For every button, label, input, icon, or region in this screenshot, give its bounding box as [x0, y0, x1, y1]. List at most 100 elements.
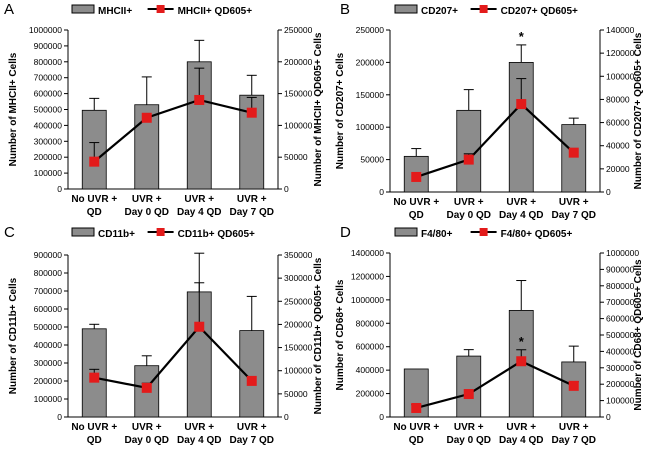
x-tick-label: Day 4 QD	[499, 210, 543, 221]
y-axis-title-left: Number of CD207+ Cells	[335, 52, 346, 169]
line-point	[411, 402, 422, 413]
x-tick-label: QD	[409, 210, 424, 221]
y-tick-label-right: 100000	[284, 366, 313, 376]
y-tick-label-right: 20000	[606, 164, 630, 174]
y-tick-label-left: 900000	[34, 41, 63, 51]
y-tick-label-right: 100000	[606, 71, 635, 81]
x-tick-label: No UVR +	[71, 194, 117, 205]
y-tick-label-left: 200000	[34, 376, 63, 386]
y-tick-label-right: 200000	[284, 319, 313, 329]
x-tick-label: UVR +	[184, 422, 214, 433]
y-tick-label-right: 60000	[606, 118, 630, 128]
chart-panel-d: D F4/80+ F4/80+ QD605+ 0 200000 400000 600000 8…	[335, 224, 644, 446]
y-tick-label-left: 200000	[34, 152, 63, 162]
y-tick-label-right: 700000	[606, 297, 635, 307]
legend-marker-swatch	[479, 228, 488, 236]
chart-panel-a: A MHCII+ MHCII+ QD605+ 0 100000 200000 300000 4…	[4, 1, 324, 218]
y-tick-label-left: 250000	[356, 25, 385, 35]
y-tick-label-right: 300000	[606, 363, 635, 373]
y-tick-label-left: 300000	[34, 358, 63, 368]
y-tick-label-right: 600000	[606, 314, 635, 324]
x-tick-label: UVR +	[506, 422, 536, 433]
y-tick-label-left: 150000	[356, 90, 385, 100]
y-tick-label-right: 400000	[606, 346, 635, 356]
series-line	[415, 359, 575, 410]
legend-marker-swatch	[156, 5, 165, 13]
y-tick-label-right: 80000	[606, 94, 630, 104]
x-tick-label: UVR +	[559, 422, 589, 433]
y-axis-title-right: Number of MHCII+ QD605+ Cells	[313, 32, 324, 186]
line-point	[516, 356, 527, 367]
line-point	[141, 382, 152, 393]
legend-bar-label: F4/80+	[421, 229, 453, 240]
series-line	[93, 98, 253, 163]
line-point	[463, 154, 474, 165]
y-tick-label-left: 900000	[34, 250, 63, 260]
legend-bar-label: CD207+	[421, 6, 458, 17]
y-tick-label-left: 800000	[34, 268, 63, 278]
y-tick-label-right: 200000	[284, 57, 313, 67]
y-tick-label-left: 100000	[356, 122, 385, 132]
y-tick-label-right: 150000	[284, 343, 313, 353]
line-point	[411, 171, 422, 182]
legend-line-label: F4/80+ QD605+	[501, 229, 573, 240]
y-tick-label-left: 0	[379, 412, 384, 422]
y-tick-label-right: 140000	[606, 25, 635, 35]
y-tick-label-right: 40000	[606, 141, 630, 151]
legend-bar-label: MHCII+	[98, 6, 132, 17]
y-tick-label-left: 0	[379, 187, 384, 197]
y-axis-title-right: Number of CD68+ QD605+ Cells	[633, 259, 644, 411]
line-point	[89, 156, 100, 167]
y-tick-label-left: 1000000	[351, 295, 384, 305]
legend-line-label: CD207+ QD605+	[501, 6, 578, 17]
x-tick-label: UVR +	[184, 194, 214, 205]
y-tick-label-left: 700000	[34, 286, 63, 296]
x-tick-label: UVR +	[454, 197, 484, 208]
x-tick-label: UVR +	[506, 197, 536, 208]
y-tick-label-right: 250000	[284, 296, 313, 306]
y-tick-label-right: 0	[606, 187, 611, 197]
series-line	[94, 325, 253, 390]
chart-panel-c: C CD11b+ CD11b+ QD605+ 0 100000 200000 300000 4…	[4, 224, 324, 446]
x-tick-label: QD	[87, 435, 102, 446]
line-point	[568, 380, 579, 391]
y-tick-label-left: 0	[57, 412, 62, 422]
x-tick-label: UVR +	[559, 197, 589, 208]
legend-line-label: CD11b+ QD605+	[178, 229, 255, 240]
panel-label: B	[340, 1, 350, 18]
line-point	[194, 94, 205, 105]
x-tick-label: UVR +	[132, 422, 162, 433]
x-tick-label: Day 7 QD	[552, 435, 596, 446]
x-tick-label: No UVR +	[393, 422, 439, 433]
y-tick-label-left: 300000	[34, 136, 63, 146]
x-tick-label: Day 7 QD	[552, 210, 596, 221]
y-tick-label-right: 0	[284, 184, 289, 194]
x-tick-label: Day 0 QD	[125, 435, 169, 446]
x-tick-label: UVR +	[454, 422, 484, 433]
y-tick-label-left: 100000	[34, 168, 63, 178]
y-tick-label-left: 600000	[34, 89, 63, 99]
legend-bar-label: CD11b+	[98, 229, 135, 240]
y-tick-label-right: 800000	[606, 281, 635, 291]
x-tick-label: Day 4 QD	[177, 207, 221, 218]
x-tick-label: UVR +	[132, 194, 162, 205]
y-tick-label-right: 120000	[606, 48, 635, 58]
y-tick-label-left: 500000	[34, 105, 63, 115]
y-tick-label-left: 500000	[34, 322, 63, 332]
line-point	[568, 147, 579, 158]
y-tick-label-left: 700000	[34, 73, 63, 83]
y-tick-label-right: 0	[606, 412, 611, 422]
line-point	[141, 112, 152, 123]
y-tick-label-left: 100000	[34, 394, 63, 404]
x-tick-label: QD	[409, 435, 424, 446]
y-tick-label-left: 400000	[356, 365, 385, 375]
x-tick-label: Day 4 QD	[499, 435, 543, 446]
legend-marker-swatch	[479, 5, 488, 13]
legend-bar-swatch	[394, 227, 418, 237]
y-tick-label-right: 150000	[284, 89, 313, 99]
y-tick-label-right: 100000	[606, 396, 635, 406]
line-point	[246, 375, 257, 386]
y-tick-label-left: 800000	[356, 318, 385, 328]
legend-bar-swatch	[71, 4, 95, 14]
legend-bar-swatch	[394, 4, 418, 14]
